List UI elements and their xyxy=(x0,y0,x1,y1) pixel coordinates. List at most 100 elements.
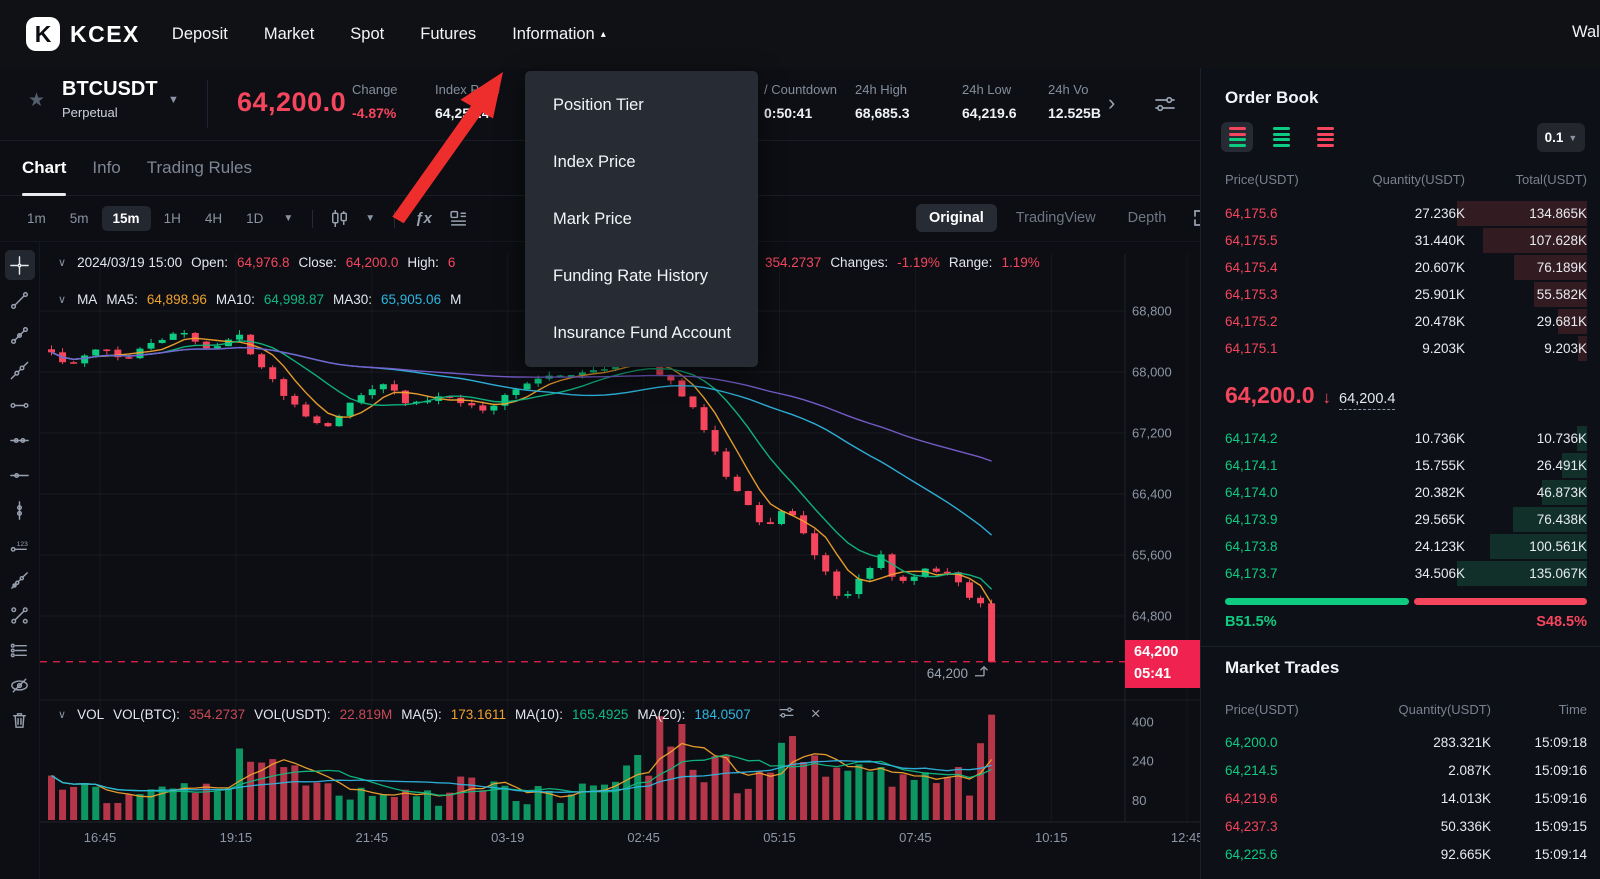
changes-value: -1.19% xyxy=(897,255,940,270)
order-book-ask-row[interactable]: 64,175.1 9.203K 9.203K xyxy=(1201,335,1600,362)
menu-item-index-price[interactable]: Index Price xyxy=(553,153,636,171)
sell-ratio-label: S48.5% xyxy=(1536,614,1587,630)
chevron-down-icon[interactable]: ▼ xyxy=(168,94,179,106)
nav-item-label: Deposit xyxy=(171,24,228,43)
ob-quantity: 27.236K xyxy=(1414,206,1465,221)
nav-item-spot[interactable]: Spot xyxy=(350,25,384,44)
ma5-label: MA5: xyxy=(106,292,138,307)
order-book-bid-row[interactable]: 64,174.0 20.382K 46.873K xyxy=(1201,479,1600,506)
view-tradingview[interactable]: TradingView xyxy=(1015,210,1096,226)
timeframe-1m[interactable]: 1m xyxy=(27,211,46,226)
high-value-partial: 6 xyxy=(447,255,456,270)
collapse-caret-icon[interactable]: ∨ xyxy=(58,257,67,269)
precision-select[interactable]: 0.1 ▼ xyxy=(1537,123,1585,152)
candle-style-icon[interactable] xyxy=(323,209,356,228)
market-trade-row[interactable]: 64,200.0 283.321K 15:09:18 xyxy=(1225,728,1587,756)
indicators-fx-button[interactable]: ƒx xyxy=(415,210,432,227)
order-book-ask-row[interactable]: 64,175.4 20.607K 76.189K xyxy=(1201,254,1600,281)
volume-settings-icon[interactable] xyxy=(778,704,795,724)
chevron-right-icon[interactable]: › xyxy=(1108,90,1116,115)
collapse-caret-icon[interactable]: ∨ xyxy=(58,708,67,721)
nav-item-information[interactable]: Information ▴ xyxy=(512,25,606,44)
vol-usdt-value: 22.819M xyxy=(339,706,393,722)
nav-item-deposit[interactable]: Deposit xyxy=(172,25,228,44)
order-book-bid-row[interactable]: 64,173.7 34.506K 135.067K xyxy=(1201,560,1600,587)
order-book-bid-row[interactable]: 64,173.9 29.565K 76.438K xyxy=(1201,506,1600,533)
shapes-tool[interactable] xyxy=(5,600,35,630)
vol-ma10-label: MA(10): xyxy=(515,706,564,722)
price-note-tool[interactable]: 123 xyxy=(5,530,35,560)
ob-quantity: 10.736K xyxy=(1414,431,1465,446)
order-book-ask-row[interactable]: 64,175.2 20.478K 29.681K xyxy=(1201,308,1600,335)
main-nav: Deposit Market Spot Futures Information ▴ xyxy=(172,25,606,44)
trade-quantity: 283.321K xyxy=(1433,734,1491,750)
timeframe-more-caret-icon[interactable]: ▼ xyxy=(283,213,294,224)
ma10-value: 64,998.87 xyxy=(263,292,324,307)
brush-tool[interactable] xyxy=(5,565,35,595)
mark-price[interactable]: 64,200.4 xyxy=(1339,391,1396,410)
extended-line-tool[interactable] xyxy=(5,355,35,385)
trade-quantity: 2.087K xyxy=(1448,762,1491,778)
view-original[interactable]: Original xyxy=(916,204,997,232)
ob-mode-bids-icon[interactable] xyxy=(1265,122,1297,152)
hide-drawings-tool[interactable] xyxy=(5,670,35,700)
symbol-selector[interactable]: BTCUSDT Perpetual xyxy=(62,78,158,120)
depth-bar xyxy=(1514,255,1587,280)
tab-info[interactable]: Info xyxy=(92,157,121,177)
volume-close-icon[interactable]: × xyxy=(810,704,821,723)
order-book-ask-row[interactable]: 64,175.3 25.901K 55.582K xyxy=(1201,281,1600,308)
ticker-settings-icon[interactable] xyxy=(1153,92,1177,121)
ob-quantity: 20.478K xyxy=(1414,314,1465,329)
vertical-line-tool[interactable] xyxy=(5,495,35,525)
menu-item-funding-rate-history[interactable]: Funding Rate History xyxy=(553,267,708,285)
ob-total: 29.681K xyxy=(1536,314,1587,329)
timeframe-1d[interactable]: 1D xyxy=(246,211,264,226)
tab-chart[interactable]: Chart xyxy=(22,140,67,196)
ma60-label-partial: M xyxy=(450,292,462,307)
trade-price: 64,214.5 xyxy=(1225,762,1278,778)
order-book-bid-row[interactable]: 64,174.2 10.736K 10.736K xyxy=(1201,425,1600,452)
nav-item-market[interactable]: Market xyxy=(264,25,314,44)
kcex-logo[interactable]: K KCEX xyxy=(26,17,140,51)
horizontal-ray-tool[interactable] xyxy=(5,425,35,455)
market-trade-row[interactable]: 64,237.3 50.336K 15:09:15 xyxy=(1225,812,1587,840)
delete-drawings-tool[interactable] xyxy=(5,705,35,735)
svg-text:03-19: 03-19 xyxy=(491,830,524,845)
nav-item-futures[interactable]: Futures xyxy=(420,25,476,44)
menu-item-position-tier[interactable]: Position Tier xyxy=(553,96,644,114)
parallel-lines-tool[interactable] xyxy=(5,635,35,665)
ob-mode-combined-icon[interactable] xyxy=(1221,122,1253,152)
trend-line-tool[interactable] xyxy=(5,285,35,315)
candle-style-caret-icon[interactable]: ▼ xyxy=(365,213,376,224)
view-depth[interactable]: Depth xyxy=(1127,210,1167,226)
ob-mode-asks-icon[interactable] xyxy=(1309,122,1341,152)
horizontal-segment-tool[interactable] xyxy=(5,390,35,420)
timeframe-1h[interactable]: 1H xyxy=(163,211,181,226)
order-book-bid-row[interactable]: 64,173.8 24.123K 100.561K xyxy=(1201,533,1600,560)
nav-item-wallet[interactable]: Wallet xyxy=(1572,23,1600,41)
market-trade-row[interactable]: 64,225.6 92.665K 15:09:14 xyxy=(1225,840,1587,868)
depth-bar xyxy=(1457,201,1587,226)
precision-value: 0.1 xyxy=(1544,130,1564,145)
timeframe-5m[interactable]: 5m xyxy=(69,211,89,226)
favorite-star-icon[interactable]: ★ xyxy=(28,90,46,111)
ma-title: MA xyxy=(77,292,98,307)
crosshair-tool[interactable] xyxy=(4,250,35,280)
order-book-ask-row[interactable]: 64,175.6 27.236K 134.865K xyxy=(1201,200,1600,227)
menu-item-insurance-fund-account[interactable]: Insurance Fund Account xyxy=(553,324,731,342)
info-line-tool[interactable] xyxy=(5,320,35,350)
timeframe-15m[interactable]: 15m xyxy=(101,206,151,231)
market-trade-row[interactable]: 64,219.6 14.013K 15:09:16 xyxy=(1225,784,1587,812)
ma10-label: MA10: xyxy=(215,292,255,307)
layout-icon[interactable] xyxy=(442,209,475,228)
menu-item-mark-price[interactable]: Mark Price xyxy=(553,210,632,228)
market-trade-row[interactable]: 64,214.5 2.087K 15:09:16 xyxy=(1225,756,1587,784)
tab-trading-rules[interactable]: Trading Rules xyxy=(146,157,252,177)
horizontal-line-tool[interactable] xyxy=(5,460,35,490)
ob-total: 26.491K xyxy=(1536,458,1587,473)
order-book-ask-row[interactable]: 64,175.5 31.440K 107.628K xyxy=(1201,227,1600,254)
stat-value: 64,219.6 xyxy=(962,105,1017,121)
timeframe-4h[interactable]: 4H xyxy=(204,211,223,226)
order-book-bid-row[interactable]: 64,174.1 15.755K 26.491K xyxy=(1201,452,1600,479)
collapse-caret-icon[interactable]: ∨ xyxy=(58,294,67,306)
